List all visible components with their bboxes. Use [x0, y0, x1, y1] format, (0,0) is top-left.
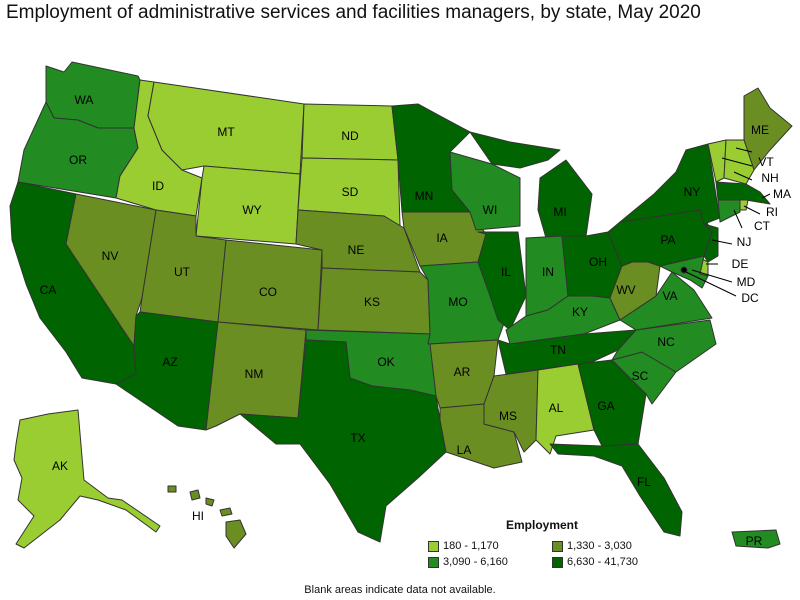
state-CT[interactable] — [717, 199, 741, 223]
state-label-NH: NH — [761, 171, 778, 185]
state-label-VT: VT — [758, 155, 774, 169]
state-label-DC: DC — [741, 291, 759, 305]
legend-swatch-2 — [552, 540, 563, 552]
state-label-ME: ME — [751, 123, 769, 137]
state-label-NM: NM — [245, 367, 264, 381]
state-label-IN: IN — [542, 265, 554, 279]
legend-swatch-1 — [428, 540, 439, 552]
state-label-AZ: AZ — [162, 355, 177, 369]
state-label-OR: OR — [69, 153, 87, 167]
state-label-MI: MI — [553, 205, 566, 219]
state-PR[interactable] — [731, 529, 781, 549]
dc-marker — [680, 266, 688, 274]
state-RI[interactable] — [739, 199, 749, 211]
state-label-OH: OH — [589, 255, 607, 269]
state-AK[interactable] — [13, 409, 161, 549]
state-WI[interactable] — [449, 151, 521, 231]
state-label-PR: PR — [746, 534, 763, 548]
state-label-MO: MO — [448, 295, 467, 309]
state-label-ND: ND — [341, 129, 359, 143]
state-label-GA: GA — [597, 399, 614, 413]
legend-item-4: 6,630 - 41,730 — [552, 556, 676, 568]
state-label-AL: AL — [549, 401, 564, 415]
state-label-IL: IL — [501, 265, 511, 279]
state-label-NE: NE — [348, 243, 365, 257]
legend-swatch-3 — [428, 556, 439, 568]
state-label-NC: NC — [657, 335, 675, 349]
state-NY[interactable] — [619, 143, 731, 225]
state-label-TN: TN — [550, 343, 566, 357]
legend-items: 180 - 1,170 1,330 - 3,030 3,090 - 6,160 … — [428, 540, 688, 568]
state-label-HI: HI — [192, 509, 204, 523]
state-label-AR: AR — [454, 365, 471, 379]
state-label-SC: SC — [632, 369, 649, 383]
state-label-CO: CO — [259, 285, 277, 299]
legend-label-2: 1,330 - 3,030 — [567, 540, 632, 552]
state-label-NY: NY — [684, 185, 701, 199]
legend-item-3: 3,090 - 6,160 — [428, 556, 552, 568]
state-label-TX: TX — [350, 431, 365, 445]
legend-title: Employment — [506, 518, 579, 532]
state-label-CA: CA — [40, 283, 57, 297]
legend-label-3: 3,090 - 6,160 — [443, 556, 508, 568]
legend-label-1: 180 - 1,170 — [443, 540, 499, 552]
state-label-FL: FL — [637, 475, 651, 489]
state-label-WA: WA — [75, 93, 94, 107]
state-label-WV: WV — [616, 283, 635, 297]
state-label-VA: VA — [662, 289, 677, 303]
state-HI[interactable] — [167, 485, 247, 549]
state-IL[interactable] — [477, 231, 527, 331]
state-label-PA: PA — [660, 233, 675, 247]
legend-label-4: 6,630 - 41,730 — [567, 556, 638, 568]
state-label-MT: MT — [217, 125, 235, 139]
legend-swatch-4 — [552, 556, 563, 568]
state-label-IA: IA — [436, 231, 447, 245]
state-TN[interactable] — [497, 329, 637, 375]
state-label-CT: CT — [754, 219, 771, 233]
state-label-ID: ID — [152, 179, 164, 193]
legend-item-1: 180 - 1,170 — [428, 540, 552, 552]
state-label-MD: MD — [737, 275, 756, 289]
state-label-OK: OK — [377, 355, 394, 369]
state-TX[interactable] — [239, 339, 447, 543]
state-label-WY: WY — [242, 203, 261, 217]
state-label-MN: MN — [415, 189, 434, 203]
state-label-LA: LA — [457, 443, 472, 457]
leader-lines — [685, 147, 771, 297]
state-WY[interactable] — [195, 165, 301, 245]
legend-item-2: 1,330 - 3,030 — [552, 540, 676, 552]
state-label-WI: WI — [483, 203, 498, 217]
map-legend: Employment 180 - 1,170 1,330 - 3,030 3,0… — [428, 518, 688, 568]
state-label-MS: MS — [499, 409, 517, 423]
state-label-UT: UT — [174, 265, 191, 279]
state-label-KS: KS — [364, 295, 380, 309]
state-label-MA: MA — [773, 187, 791, 201]
state-label-RI: RI — [766, 205, 778, 219]
state-label-AK: AK — [52, 459, 68, 473]
map-title: Employment of administrative services an… — [6, 2, 701, 23]
state-label-NV: NV — [102, 249, 119, 263]
footnote: Blank areas indicate data not available. — [304, 584, 496, 596]
state-label-NJ: NJ — [737, 235, 752, 249]
state-label-SD: SD — [342, 185, 359, 199]
state-label-KY: KY — [572, 305, 588, 319]
state-label-DE: DE — [732, 257, 749, 271]
state-FL[interactable] — [549, 443, 683, 537]
